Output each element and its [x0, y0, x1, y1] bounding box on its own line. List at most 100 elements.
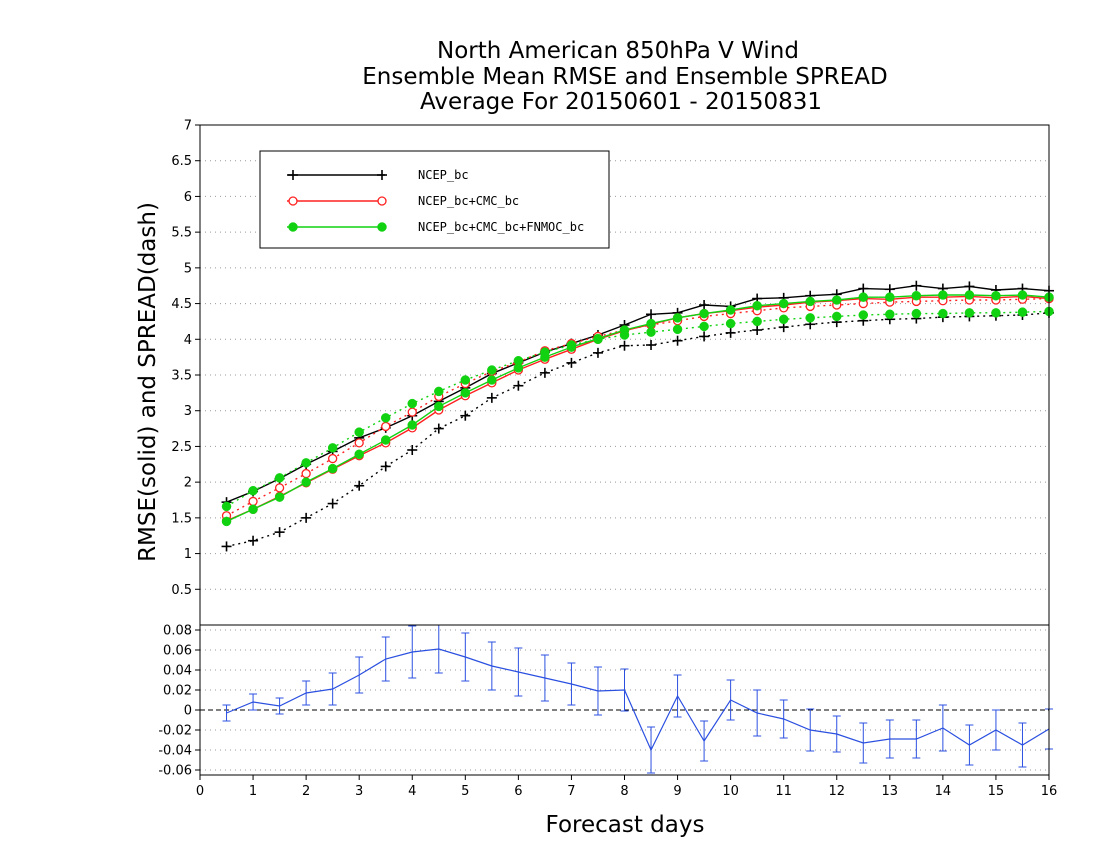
spread-point	[301, 512, 312, 523]
spread-point	[248, 485, 258, 496]
diff-series	[222, 625, 1053, 774]
spread-line-0	[226, 312, 1050, 548]
y-tick-label-diff: 0.06	[163, 644, 192, 659]
spread-point	[328, 453, 338, 464]
spread-point	[354, 480, 365, 491]
y-tick-label-main: 6.5	[171, 154, 192, 169]
x-tick-label: 11	[775, 784, 792, 799]
spread-point	[1017, 307, 1028, 317]
rmse-line-1	[226, 295, 1050, 522]
x-tick-label: 9	[673, 784, 681, 799]
rmse-point	[301, 477, 311, 487]
legend-label: NCEP_bc+CMC_bc	[418, 194, 519, 208]
spread-point	[327, 498, 338, 509]
rmse-point	[248, 504, 258, 515]
spread-point	[460, 375, 471, 385]
rmse-point	[434, 401, 444, 412]
spread-point	[592, 347, 603, 358]
error-bar	[1018, 722, 1027, 768]
title-line-3: Average For 20150601 - 20150831	[420, 89, 822, 115]
spread-line-2	[226, 310, 1050, 508]
rmse-point	[699, 300, 710, 310]
x-tick-label: 3	[355, 784, 363, 799]
error-bar	[673, 674, 682, 718]
spread-point	[434, 386, 444, 397]
y-tick-label-diff: -0.02	[158, 724, 192, 739]
spread-point	[725, 318, 736, 329]
error-bar	[249, 693, 258, 711]
y-tick-label-diff: 0.02	[163, 684, 192, 699]
spread-point	[274, 527, 285, 538]
spread-point	[407, 445, 418, 455]
rmse-point	[858, 283, 869, 294]
legend-marker	[288, 222, 298, 232]
legend-label: NCEP_bc+CMC_bc+FNMOC_bc	[418, 220, 584, 234]
spread-point	[725, 327, 736, 338]
error-bar	[753, 689, 762, 737]
spread-point	[672, 335, 683, 346]
series-layer	[221, 280, 1054, 552]
x-tick-label: 10	[722, 784, 739, 799]
y-tick-label-main: 2	[184, 476, 192, 491]
spread-point	[354, 427, 364, 437]
error-bar	[514, 647, 523, 697]
spread-point	[566, 340, 577, 350]
spread-point	[699, 321, 709, 332]
rmse-point	[460, 388, 471, 398]
y-tick-label-main: 3	[184, 404, 192, 419]
x-tick-label: 4	[408, 784, 416, 799]
title-line-1: North American 850hPa V Wind	[437, 38, 799, 64]
x-tick-label: 7	[567, 784, 575, 799]
x-tick-label: 12	[828, 784, 845, 799]
y-tick-label-main: 1	[184, 547, 192, 562]
rmse-point	[699, 308, 709, 319]
error-bar	[912, 719, 921, 759]
rmse-point	[805, 296, 815, 307]
spread-point	[858, 310, 869, 320]
rmse-point	[964, 290, 975, 300]
rmse-point	[911, 290, 922, 301]
spread-point	[487, 365, 497, 375]
spread-point	[301, 458, 311, 468]
error-bar	[938, 704, 947, 752]
x-axis: 0 1 2 3 4 5 6 7 8 9 10 11 12 13 14 15 16	[196, 775, 1057, 799]
spread-point	[274, 483, 285, 493]
rmse-line-2	[226, 294, 1050, 523]
error-bar	[700, 720, 709, 762]
y-tick-label-main: 5	[184, 261, 192, 276]
error-bar	[965, 724, 974, 766]
spread-point	[619, 330, 630, 340]
error-bar	[806, 708, 815, 752]
spread-point	[248, 535, 259, 546]
error-bar	[859, 722, 868, 764]
error-bar	[381, 636, 390, 682]
spread-point	[354, 438, 364, 448]
legend-marker	[377, 196, 387, 206]
x-tick-label: 8	[620, 784, 628, 799]
x-tick-label: 2	[302, 784, 310, 799]
legend-marker	[377, 222, 387, 232]
spread-point	[593, 334, 603, 345]
rmse-point	[858, 292, 869, 302]
rmse-point	[964, 281, 975, 292]
spread-point	[885, 309, 895, 320]
error-bar	[647, 726, 656, 774]
spread-point	[380, 461, 391, 472]
error-bar	[487, 641, 496, 691]
error-bar	[991, 709, 1000, 751]
spread-point	[540, 347, 550, 357]
y-tick-label-diff: -0.04	[158, 744, 192, 759]
x-tick-label: 0	[196, 784, 204, 799]
legend-item-1: NCEP_bc+CMC_bc	[287, 194, 519, 208]
legend: NCEP_bc NCEP_bc+CMC_bc NCEP_bc+CMC_bc+FNMO…	[259, 150, 610, 249]
rmse-point	[778, 298, 789, 309]
spread-point	[832, 311, 842, 322]
x-axis-label: Forecast days	[546, 812, 705, 838]
x-tick-label: 13	[882, 784, 899, 799]
y-tick-label-diff: -0.06	[158, 764, 192, 779]
spread-point	[221, 501, 232, 512]
rmse-point	[221, 516, 232, 527]
rmse-point	[752, 300, 762, 311]
rmse-point	[487, 375, 497, 385]
